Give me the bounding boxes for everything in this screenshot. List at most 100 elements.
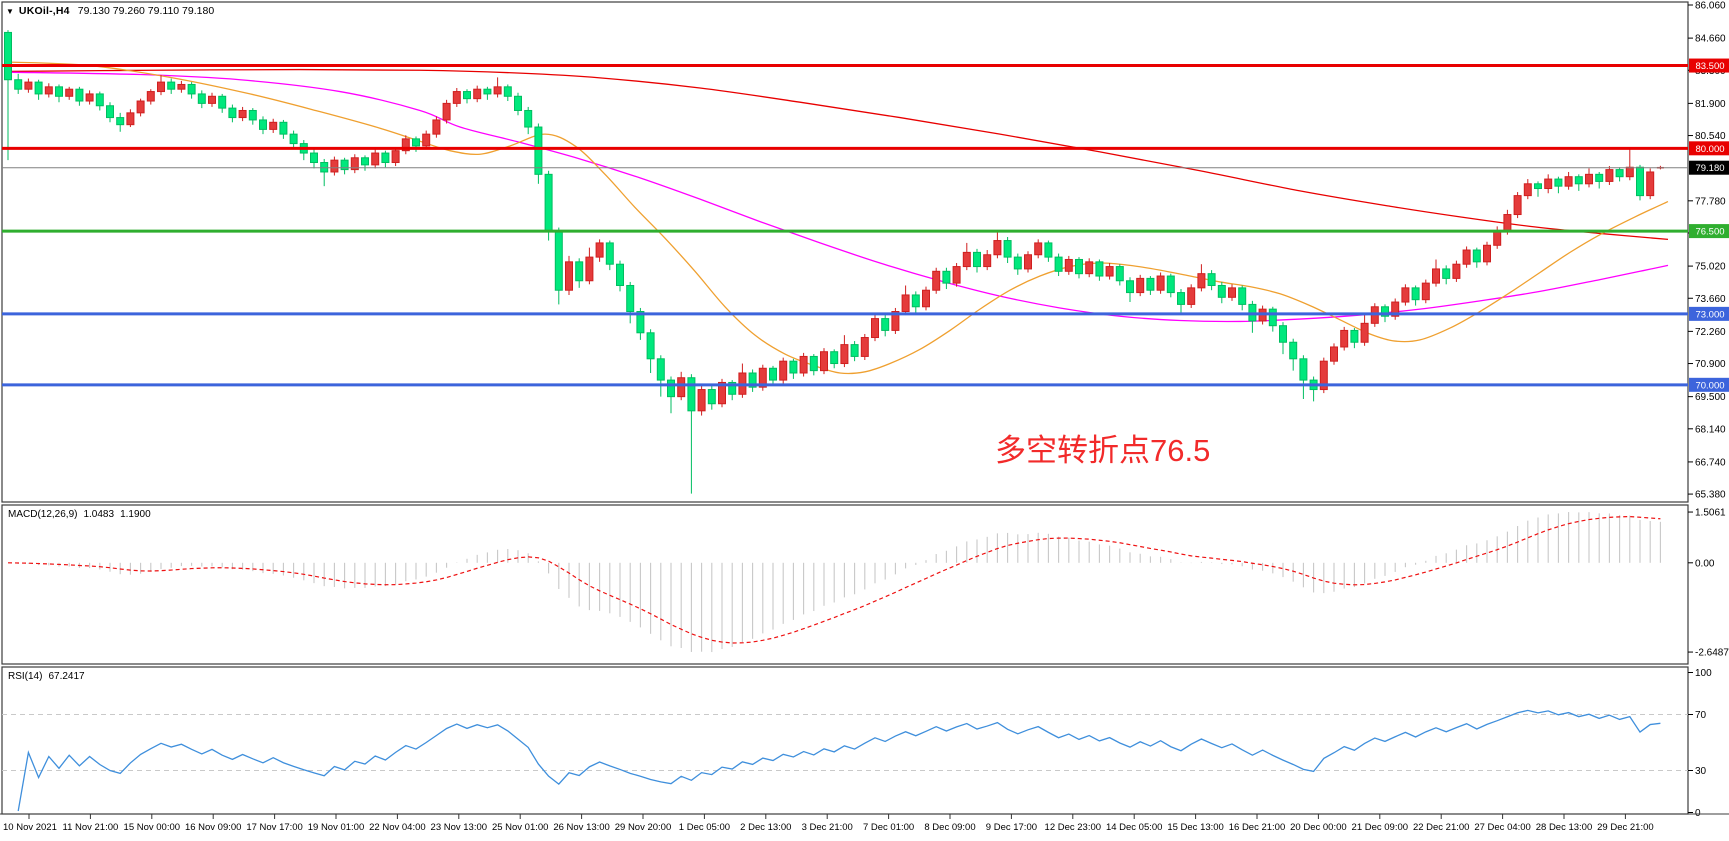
price-tick-label: 65.380 bbox=[1695, 490, 1726, 501]
candle-body bbox=[1534, 183, 1542, 190]
candle-body bbox=[962, 251, 971, 268]
candle-body bbox=[656, 358, 665, 381]
candle-body bbox=[208, 95, 216, 104]
candle-body bbox=[1564, 176, 1573, 187]
price-tick-label: 86.060 bbox=[1695, 1, 1726, 12]
candle-body bbox=[44, 86, 53, 95]
rsi-axis-label: 70 bbox=[1695, 710, 1707, 721]
candle-body bbox=[1462, 249, 1471, 265]
candle-body bbox=[371, 152, 380, 166]
candle-body bbox=[401, 138, 410, 152]
candle-body bbox=[1360, 322, 1369, 343]
candle-body bbox=[993, 240, 1002, 256]
price-tick-label: 73.660 bbox=[1695, 294, 1726, 305]
price-badge-70_000 bbox=[1689, 377, 1729, 392]
candle-body bbox=[534, 126, 543, 175]
candle-body bbox=[860, 337, 869, 357]
candle-body bbox=[585, 256, 594, 282]
candle-body bbox=[310, 152, 318, 164]
candle-body bbox=[177, 83, 186, 90]
candle-body bbox=[452, 91, 461, 104]
time-label: 29 Nov 20:00 bbox=[615, 822, 672, 833]
time-label: 12 Dec 23:00 bbox=[1045, 822, 1102, 833]
candle-body bbox=[687, 377, 696, 412]
time-label: 11 Nov 21:00 bbox=[62, 822, 118, 833]
candle-body bbox=[1432, 268, 1440, 284]
macd-axis-label: -2.6487 bbox=[1695, 648, 1729, 659]
time-label: 8 Dec 09:00 bbox=[924, 822, 975, 833]
candle-body bbox=[55, 86, 63, 97]
candle-body bbox=[1523, 183, 1532, 197]
candle-body bbox=[514, 95, 522, 111]
price-badge-label: 83.500 bbox=[1695, 61, 1724, 72]
candle-body bbox=[14, 79, 23, 90]
candle-body bbox=[1054, 256, 1063, 272]
candle-body bbox=[1472, 249, 1481, 263]
candle-body bbox=[728, 381, 737, 395]
candle-body bbox=[881, 318, 890, 331]
candle-body bbox=[911, 294, 920, 308]
candle-body bbox=[973, 251, 981, 268]
candle-body bbox=[1268, 308, 1277, 327]
rsi-panel bbox=[1, 666, 1689, 815]
candle-body bbox=[1085, 261, 1094, 275]
candle-body bbox=[697, 389, 706, 412]
candle-body bbox=[1299, 358, 1308, 381]
rsi-line bbox=[17, 709, 1661, 812]
time-label: 1 Dec 05:00 bbox=[679, 822, 730, 833]
time-label: 29 Dec 21:00 bbox=[1597, 822, 1654, 833]
candle-body bbox=[707, 389, 716, 405]
candle-body bbox=[1452, 263, 1461, 279]
time-label: 22 Nov 04:00 bbox=[369, 822, 426, 833]
price-tick-label: 72.260 bbox=[1695, 327, 1726, 338]
candle-body bbox=[279, 121, 288, 135]
candle-body bbox=[1156, 275, 1165, 291]
macd-signal-value: 1.1900 bbox=[120, 509, 151, 520]
candle-body bbox=[136, 100, 145, 114]
macd-indicator-label: MACD(12,26,9) 1.0483 1.1900 bbox=[8, 509, 157, 520]
candle-body bbox=[646, 332, 655, 360]
time-label: 17 Nov 17:00 bbox=[246, 822, 303, 833]
time-label: 20 Dec 00:00 bbox=[1290, 822, 1347, 833]
annotation-text[interactable]: 多空转折点76.5 bbox=[995, 433, 1211, 468]
symbol-dropdown-icon[interactable]: ▼ bbox=[6, 7, 14, 16]
candle-body bbox=[167, 81, 176, 90]
candle-body bbox=[636, 311, 645, 334]
candle-body bbox=[799, 355, 808, 374]
price-tick-label: 68.140 bbox=[1695, 424, 1726, 435]
candle-body bbox=[1166, 275, 1175, 294]
candle-body bbox=[891, 311, 900, 331]
candle-body bbox=[575, 261, 584, 282]
candle-body bbox=[932, 270, 941, 291]
macd-signal-line bbox=[7, 515, 1661, 644]
symbol-period-label: UKOil-,H4 bbox=[18, 5, 70, 17]
time-label: 16 Dec 21:00 bbox=[1229, 822, 1286, 833]
candle-body bbox=[830, 351, 839, 365]
candle-body bbox=[493, 86, 502, 95]
candle-body bbox=[289, 133, 298, 145]
candle-body bbox=[85, 93, 94, 102]
candle-body bbox=[942, 270, 951, 284]
price-tick-label: 84.660 bbox=[1695, 34, 1726, 45]
candle-body bbox=[1044, 242, 1053, 258]
price-badge-label: 73.000 bbox=[1695, 309, 1724, 320]
candle-body bbox=[1064, 258, 1073, 272]
candle-body bbox=[1585, 173, 1593, 185]
time-label: 23 Nov 13:00 bbox=[431, 822, 488, 833]
candle-body bbox=[820, 351, 828, 372]
time-label: 19 Nov 01:00 bbox=[308, 822, 365, 833]
candle-body bbox=[412, 138, 420, 147]
candle-body bbox=[126, 112, 135, 126]
candle-body bbox=[769, 367, 777, 381]
candle-body bbox=[524, 109, 533, 128]
time-label: 27 Dec 04:00 bbox=[1474, 822, 1531, 833]
candle-body bbox=[75, 88, 84, 102]
candle-body bbox=[106, 105, 114, 119]
rsi-indicator-label: RSI(14) 67.2417 bbox=[8, 671, 91, 682]
time-label: 2 Dec 13:00 bbox=[740, 822, 791, 833]
candle-body bbox=[1493, 230, 1502, 246]
candle-body bbox=[922, 289, 930, 308]
candle-body bbox=[626, 284, 635, 313]
candle-body bbox=[463, 91, 471, 100]
